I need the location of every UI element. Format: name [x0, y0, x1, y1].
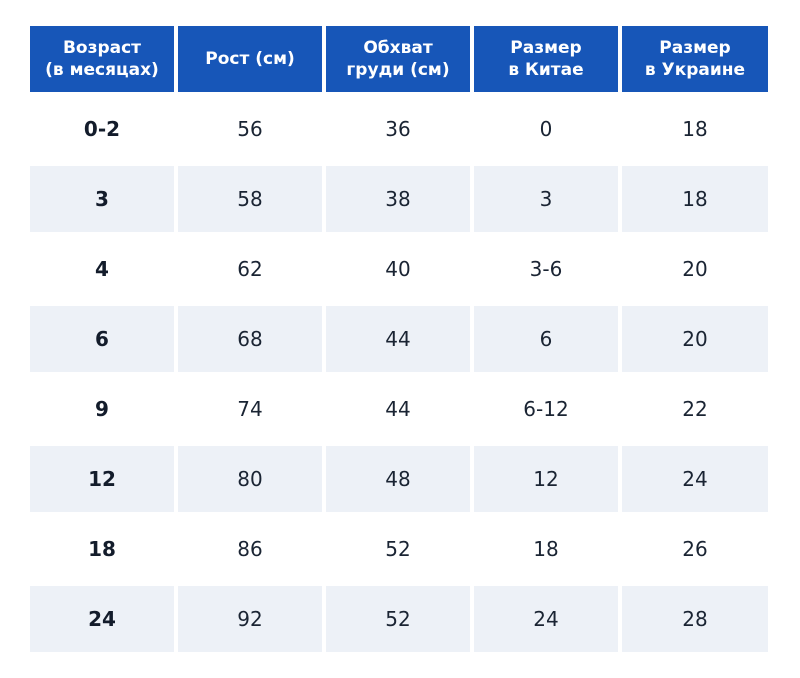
cell-size-ukraine: 20 [682, 257, 708, 281]
cell-height: 58 [178, 166, 322, 232]
cell-size-china: 12 [474, 446, 618, 512]
cell-size-china: 24 [474, 586, 618, 652]
cell-chest: 40 [385, 257, 411, 281]
cell-height: 68 [178, 306, 322, 372]
cell-age: 4 [95, 257, 109, 281]
cell-chest: 36 [385, 117, 411, 141]
cell-size-ukraine: 28 [622, 586, 768, 652]
cell-size-ukraine: 18 [622, 166, 768, 232]
cell-size-china: 6 [474, 306, 618, 372]
cell-size-china: 3 [474, 166, 618, 232]
cell-age: 9 [95, 397, 109, 421]
cell-size-ukraine: 20 [622, 306, 768, 372]
header-size-ukraine: Размер в Украине [622, 26, 768, 92]
cell-age: 18 [88, 537, 116, 561]
cell-size-ukraine: 18 [682, 117, 708, 141]
cell-age: 0-2 [83, 117, 121, 141]
cell-size-china: 18 [533, 537, 559, 561]
cell-height: 86 [237, 537, 263, 561]
cell-chest: 52 [326, 586, 470, 652]
cell-chest: 38 [326, 166, 470, 232]
cell-age: 24 [30, 586, 174, 652]
cell-size-china: 6-12 [523, 397, 569, 421]
cell-chest: 52 [385, 537, 411, 561]
cell-height: 74 [237, 397, 263, 421]
cell-chest: 48 [326, 446, 470, 512]
cell-age: 3 [30, 166, 174, 232]
cell-chest: 44 [385, 397, 411, 421]
size-chart-table: Возраст (в месяцах) Рост (см) Обхват гру… [30, 26, 772, 656]
cell-size-ukraine: 24 [622, 446, 768, 512]
cell-height: 92 [178, 586, 322, 652]
header-age: Возраст (в месяцах) [30, 26, 174, 92]
header-chest: Обхват груди (см) [326, 26, 470, 92]
cell-size-china: 0 [539, 117, 553, 141]
cell-age: 12 [30, 446, 174, 512]
cell-size-ukraine: 26 [682, 537, 708, 561]
cell-age: 6 [30, 306, 174, 372]
header-height: Рост (см) [178, 26, 322, 92]
cell-height: 56 [237, 117, 263, 141]
cell-size-ukraine: 22 [682, 397, 708, 421]
cell-size-china: 3-6 [529, 257, 563, 281]
header-size-china: Размер в Китае [474, 26, 618, 92]
cell-height: 80 [178, 446, 322, 512]
cell-height: 62 [237, 257, 263, 281]
cell-chest: 44 [326, 306, 470, 372]
